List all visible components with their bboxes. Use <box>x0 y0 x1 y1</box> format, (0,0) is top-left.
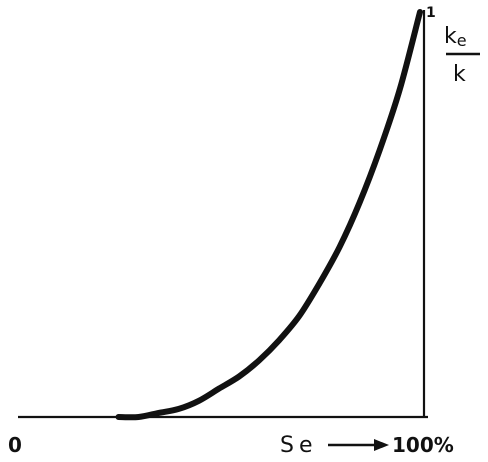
x-tick-label-start: 0 <box>8 433 22 457</box>
y-ratio-denominator: k <box>453 62 466 87</box>
x-axis-arrow-icon <box>328 439 389 451</box>
y-ratio-numerator-sub: e <box>457 31 467 50</box>
y-ratio-numerator-main: k <box>444 24 457 49</box>
y-ratio-numerator: ke <box>444 24 467 50</box>
x-axis-label: Se <box>280 433 318 458</box>
y-tick-label-top: 1 <box>426 5 436 21</box>
x-tick-label-end: 100% <box>392 433 454 457</box>
series-curve <box>115 9 423 421</box>
